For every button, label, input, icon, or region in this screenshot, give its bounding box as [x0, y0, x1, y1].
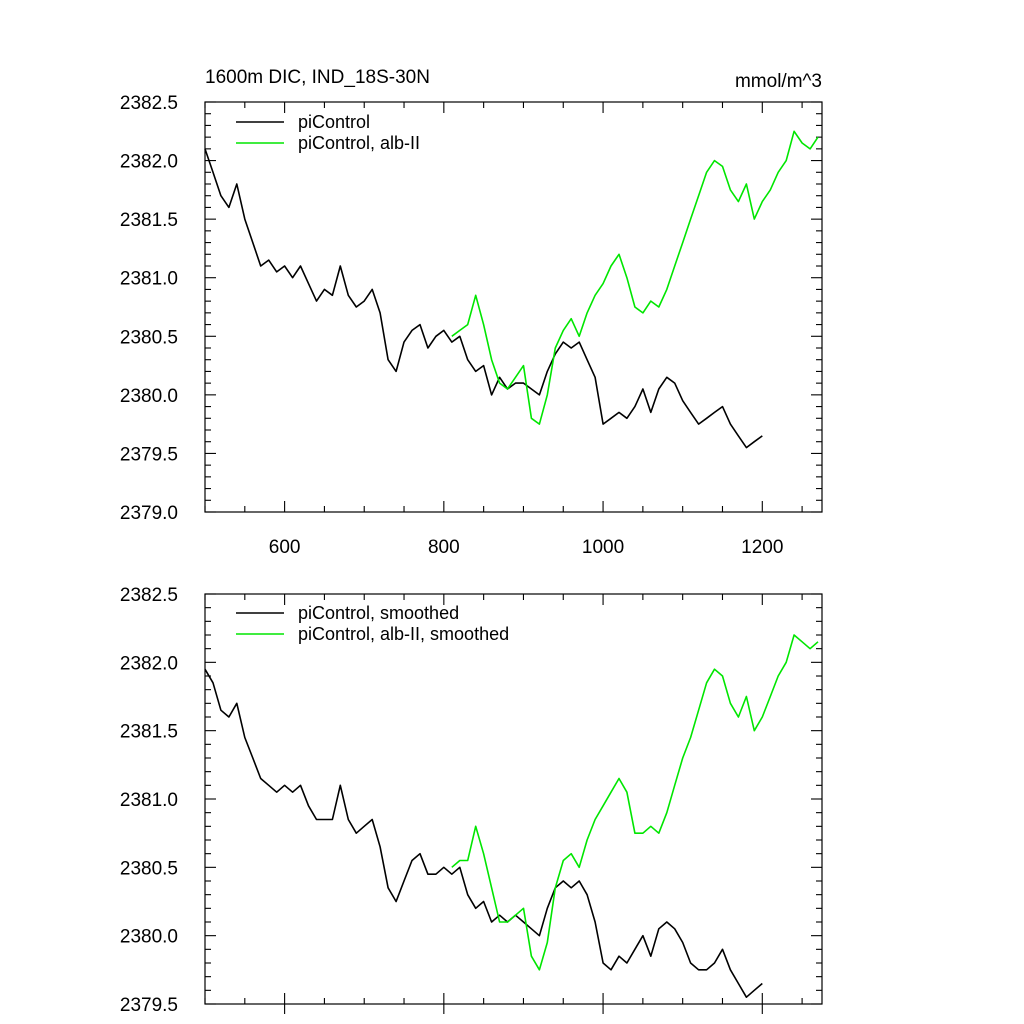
- y-tick-label: 2382.0: [120, 653, 178, 674]
- y-tick-label: 2380.5: [120, 327, 178, 348]
- series-line-picontrol: [204, 668, 763, 999]
- bottom-panel: 2379.5 2380.0 2380.5 2381.0 2381.5 2382.0 2382…: [120, 585, 823, 1016]
- legend-label-picontrol: piControl: [298, 112, 370, 132]
- bottom-legend: piControl, smoothed piControl, alb-II, s…: [236, 603, 509, 644]
- series-line-alb-ii: [451, 634, 819, 971]
- y-tick-label: 2381.0: [120, 790, 178, 811]
- legend-label-alb-ii-smoothed: piControl, alb-II, smoothed: [298, 624, 509, 644]
- x-tick-label: 600: [269, 537, 301, 558]
- y-tick-label: 2380.0: [120, 927, 178, 948]
- top-panel: 1600m DIC, IND_18S-30N mmol/m^3 600 800 10…: [120, 67, 823, 558]
- x-tick-label: 800: [428, 537, 460, 558]
- y-tick-label: 2382.5: [120, 93, 178, 114]
- legend-label-picontrol-smoothed: piControl, smoothed: [298, 603, 459, 623]
- y-tick-label: 2382.0: [120, 152, 178, 173]
- y-tick-label: 2381.5: [120, 210, 178, 231]
- x-tick-label: 1200: [741, 537, 783, 558]
- series-line-picontrol: [204, 148, 763, 449]
- y-tick-label: 2381.5: [120, 722, 178, 743]
- bottom-plot-area: 2379.5 2380.0 2380.5 2381.0 2381.5 2382.0 2382…: [120, 585, 823, 1016]
- y-tick-label: 2379.0: [120, 503, 178, 524]
- top-legend: piControl piControl, alb-II: [236, 112, 420, 153]
- y-tick-label: 2380.0: [120, 386, 178, 407]
- y-tick-label: 2379.5: [120, 444, 178, 465]
- y-tick-label: 2381.0: [120, 269, 178, 290]
- legend-label-alb-ii: piControl, alb-II: [298, 133, 420, 153]
- plot-frame: [204, 593, 823, 1005]
- x-tick-label: 1000: [582, 537, 624, 558]
- plot-frame: [204, 101, 823, 513]
- top-plot-area: 600 800 1000 1200 2379.0 2379.5 2380.0 2380.5 23…: [120, 93, 823, 558]
- chart-title: 1600m DIC, IND_18S-30N: [205, 67, 430, 88]
- y-tick-label: 2382.5: [120, 585, 178, 606]
- units-label: mmol/m^3: [735, 71, 822, 92]
- series-line-alb-ii: [451, 130, 819, 425]
- y-tick-label: 2379.5: [120, 995, 178, 1016]
- y-tick-label: 2380.5: [120, 858, 178, 879]
